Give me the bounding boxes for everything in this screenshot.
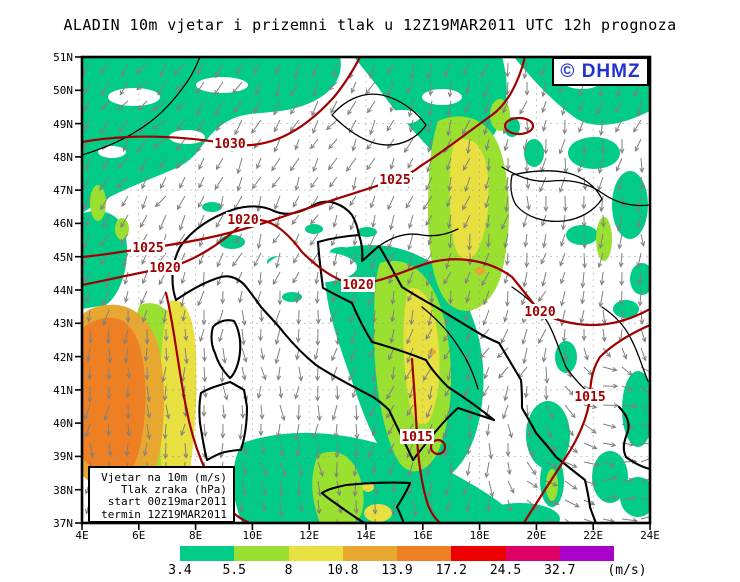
colorbar-segment: [559, 546, 614, 561]
dhmz-logo: © DHMZ: [552, 57, 649, 86]
corsica: [210, 319, 242, 380]
isobar-label: 1020: [149, 261, 180, 276]
lon-label: 14E: [356, 529, 376, 542]
lat-label: 51N: [53, 51, 73, 64]
lat-label: 46N: [53, 217, 73, 231]
border-bosnia: [421, 306, 479, 390]
lat-label: 41N: [53, 383, 73, 397]
lat-label: 48N: [53, 150, 73, 164]
info-start-time: start 00z19mar2011: [107, 495, 227, 509]
lat-label: 37N: [53, 516, 73, 530]
sardinia: [198, 380, 249, 462]
colorbar-value: 5.5: [222, 563, 246, 578]
border-slovenia: [378, 228, 459, 247]
forecast-info-box: Vjetar na 10m (m/s) Tlak zraka (hPa) sta…: [88, 466, 235, 523]
lat-label: 44N: [53, 283, 73, 297]
lon-label: 6E: [132, 529, 146, 542]
lon-label: 18E: [469, 529, 490, 542]
lon-label: 12E: [299, 529, 320, 542]
adriatic-east-coast: [357, 233, 598, 523]
colorbar-value: 32.7: [544, 563, 576, 578]
lon-label: 4E: [75, 529, 89, 542]
lat-label: 39N: [53, 450, 73, 464]
lon-label: 20E: [526, 529, 547, 542]
lat-label: 42N: [53, 350, 73, 364]
colorbar-unit: (m/s): [607, 563, 647, 578]
isobar-1015-central: [410, 357, 442, 523]
italy-south-east-coast: [316, 233, 496, 462]
colorbar-segment: [180, 546, 235, 561]
lat-label: 38N: [53, 483, 73, 497]
lon-label: 8E: [188, 529, 203, 542]
isobar-1015-east: [522, 323, 650, 523]
page-title: ALADIN 10m vjetar i prizemni tlak u 12Z1…: [63, 16, 677, 34]
coastlines-borders: [82, 57, 650, 523]
colorbar-value: 10.8: [327, 563, 359, 578]
lat-label: 47N: [53, 184, 73, 198]
lat-label: 49N: [53, 117, 73, 131]
lon-label: 16E: [412, 529, 433, 542]
colorbar-segment: [342, 546, 397, 561]
isobar-label: 1015: [401, 430, 432, 445]
isobar-label: 1020: [227, 213, 258, 228]
map-frame: [80, 55, 652, 525]
border-czech: [331, 93, 427, 146]
colorbar-value: 3.4: [168, 563, 192, 578]
colorbar-segment: [397, 546, 452, 561]
isobar-1025-cell: [503, 116, 535, 136]
colorbar: [180, 546, 614, 561]
border-east: [601, 306, 649, 382]
info-pressure-label: Tlak zraka (hPa): [121, 483, 227, 497]
wind-speed-shading: [82, 57, 650, 523]
info-wind-label: Vjetar na 10m (m/s): [101, 471, 227, 484]
isobar-1015-low-cell: [429, 438, 447, 456]
colorbar-segment: [288, 546, 343, 561]
isobar-label: 1025: [379, 173, 410, 188]
colorbar-segment: [234, 546, 289, 561]
dhmz-logo-text: © DHMZ: [560, 60, 641, 82]
colorbar-value: 13.9: [381, 563, 413, 578]
info-valid-time: termin 12Z19MAR2011: [101, 507, 227, 521]
colorbar-value: 17.2: [435, 563, 467, 578]
lon-label: 22E: [583, 529, 604, 542]
weather-map: 1030 1025 1020 1025 1020 1020 1020 1015 1015: [75, 55, 652, 530]
colorbar-segment: [505, 546, 560, 561]
sicily: [320, 481, 412, 523]
isobar-labels: 1030 1025 1020 1025 1020 1020 1020 1015 1015: [131, 136, 607, 445]
colorbar-segment: [451, 546, 506, 561]
isobar-label: 1025: [132, 241, 163, 256]
lon-label: 24E: [640, 529, 660, 542]
isobar-label: 1015: [574, 390, 605, 405]
isobar-label: 1020: [524, 305, 555, 320]
isobar-label: 1020: [342, 278, 373, 293]
lon-label: 10E: [242, 529, 263, 542]
colorbar-value: 24.5: [489, 563, 522, 578]
isobar-1030: [82, 57, 362, 147]
border-ne: [501, 166, 650, 207]
isobar-1015-west: [164, 291, 252, 523]
greece-coast: [617, 405, 650, 471]
colorbar-value: 8: [284, 563, 293, 578]
border-nw: [82, 57, 201, 156]
isobar-label: 1030: [214, 137, 245, 152]
border-hungary: [510, 170, 603, 223]
lat-label: 45N: [53, 250, 73, 264]
lat-label: 50N: [53, 84, 73, 98]
alps-border: [171, 200, 361, 302]
italy-west-coast: [174, 275, 415, 462]
lat-label: 40N: [53, 417, 73, 431]
lat-label: 43N: [53, 317, 73, 331]
